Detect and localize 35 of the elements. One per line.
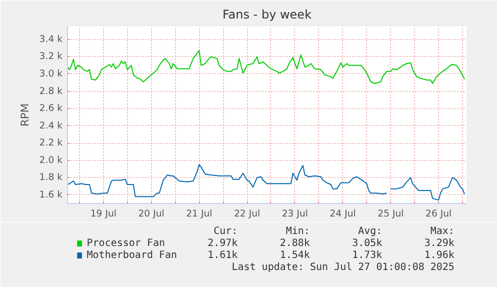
x-tick-label: 19 Jul	[90, 208, 116, 220]
legend-label: Processor Fan	[86, 238, 166, 249]
y-axis-title: RPM	[18, 103, 32, 127]
y-tick-label: 2.6 k	[39, 103, 64, 114]
y-tick-label: 1.8 k	[39, 172, 64, 184]
x-tick-label: 26 Jul	[426, 208, 452, 220]
text: 3.05k	[352, 238, 382, 249]
text: 2.97k	[208, 238, 238, 249]
x-tick-label: 23 Jul	[282, 208, 308, 220]
x-tick-label: 21 Jul	[186, 208, 212, 220]
text: Cur:	[214, 226, 238, 237]
x-tick-label: 25 Jul	[378, 208, 404, 220]
text: 1.61k	[208, 250, 238, 261]
text: Max:	[430, 226, 454, 237]
x-tick-label: 20 Jul	[138, 208, 164, 220]
text: 3.29k	[424, 238, 454, 249]
chart-title: Fans - by week	[222, 8, 312, 22]
y-tick-label: 3.2 k	[39, 51, 64, 62]
text: 1.54k	[280, 250, 310, 261]
text: 1.73k	[352, 250, 382, 261]
x-tick-label: 24 Jul	[330, 208, 356, 220]
y-tick-label: 1.6 k	[39, 189, 64, 200]
y-tick-label: 3.0 k	[39, 68, 64, 80]
text: Min:	[286, 226, 310, 237]
legend-label: Motherboard Fan	[86, 250, 178, 261]
x-tick-label: 22 Jul	[234, 208, 260, 220]
y-tick-label: 2.4 k	[39, 120, 64, 132]
text: 2.88k	[280, 238, 310, 249]
y-tick-label: 3.4 k	[39, 34, 64, 45]
text: Last update: Sun Jul 27 01:00:08 2025	[232, 262, 454, 273]
y-tick-label: 2.8 k	[39, 86, 64, 97]
text: Avg:	[358, 226, 382, 237]
y-tick-label: 2.2 k	[39, 138, 64, 149]
y-tick-label: 2.0 k	[39, 154, 64, 166]
text: 1.96k	[424, 250, 454, 261]
